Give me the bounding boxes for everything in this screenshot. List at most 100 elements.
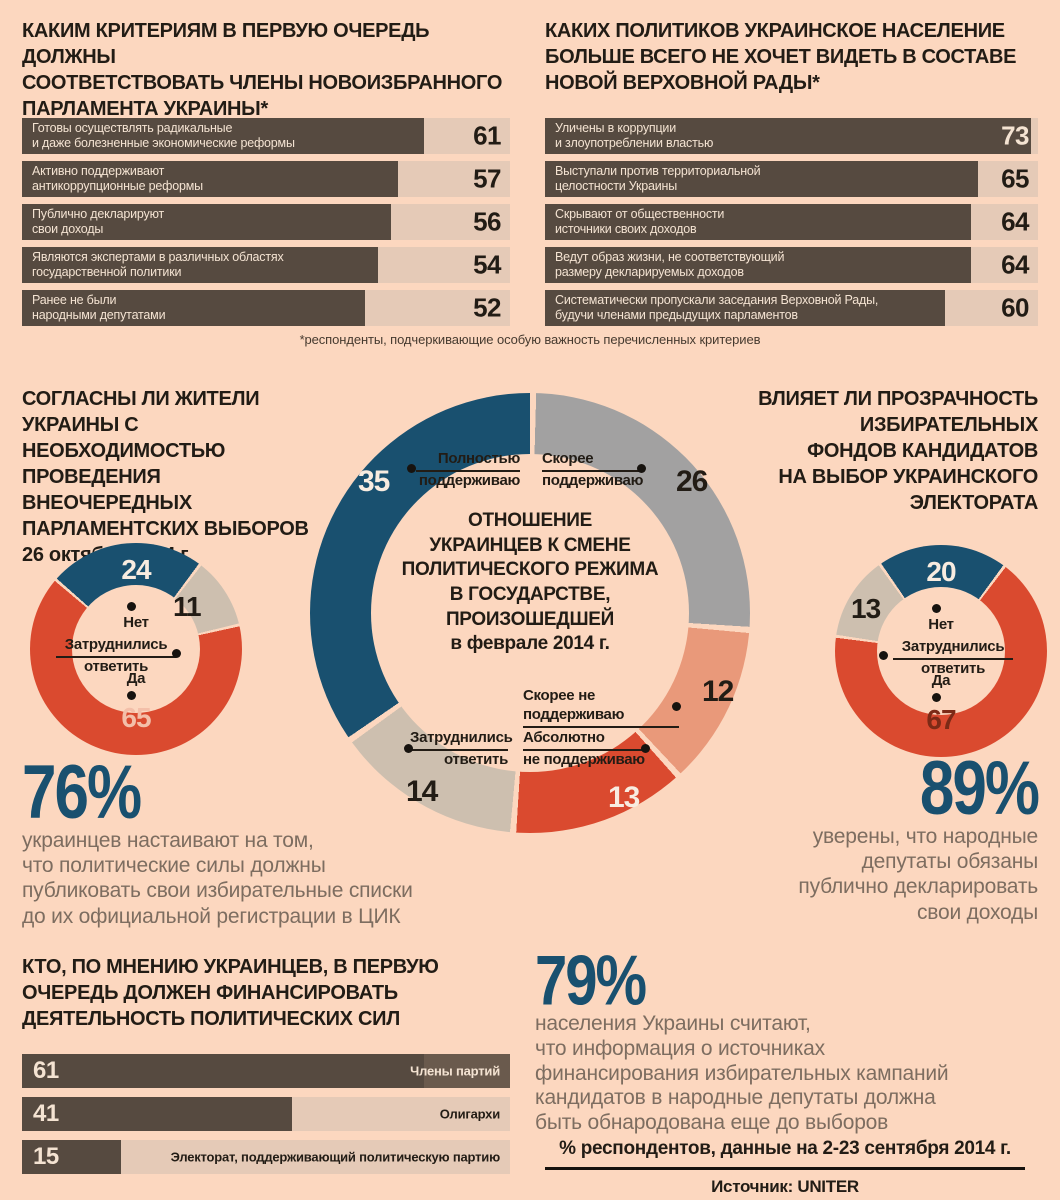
bar-fill: Скрывают от общественности источники свои… bbox=[545, 204, 972, 240]
bar-label: Олигархи bbox=[439, 1106, 500, 1122]
label-absolutely-not: Абсолютно не поддерживаю bbox=[523, 729, 649, 770]
bar-row: Активно поддерживают антикоррупционные ре… bbox=[22, 161, 510, 197]
segment-label-no: Нет bbox=[123, 614, 149, 631]
financing-chart-section: КТО, ПО МНЕНИЮ УКРАИНЦЕВ, В ПЕРВУЮ ОЧЕРЕД… bbox=[22, 954, 510, 1174]
undecided-line2: ответить bbox=[83, 657, 149, 675]
bar-fill: Ведут образ жизни, не соответствующий раз… bbox=[545, 247, 972, 283]
leader-dot bbox=[641, 744, 650, 753]
bar-row: 61 Члены партий bbox=[22, 1054, 510, 1088]
segment-label-no: Нет bbox=[928, 616, 954, 633]
bar-value: 65 bbox=[1001, 163, 1029, 194]
leader-dot bbox=[672, 702, 681, 711]
financing-bars: 61 Члены партий 41 Олигархи 15 Электорат, под… bbox=[22, 1054, 510, 1183]
leader-dot bbox=[932, 693, 941, 702]
early-elections-donut: 24 Нет 11 Затруднились ответить Да 65 bbox=[30, 543, 242, 755]
criteria-chart-title: КАКИМ КРИТЕРИЯМ В ПЕРВУЮ ОЧЕРЕДЬ ДОЛЖНЫ С… bbox=[22, 20, 503, 120]
segment-value-fully-support: 35 bbox=[358, 465, 390, 498]
bar-row: Являются экспертами в различных областях… bbox=[22, 247, 510, 283]
unwanted-politicians-bars: Уличены в коррупции и злоупотреблении вла… bbox=[545, 118, 1038, 333]
leader-dot bbox=[172, 649, 181, 658]
absolutely-not-line2: не поддерживаю bbox=[523, 750, 645, 768]
bar-label: Готовы осуществлять радикальные и даже бо… bbox=[32, 121, 295, 150]
bar-fill: Публично декларируют свои доходы bbox=[22, 204, 392, 240]
leader-dot bbox=[407, 464, 416, 473]
regime-change-title: ОТНОШЕНИЕ УКРАИНЦЕВ К СМЕНЕ ПОЛИТИЧЕСКОГО … bbox=[401, 510, 659, 655]
segment-label-undecided: Затруднились ответить bbox=[56, 636, 176, 677]
stat-79-text: населения Украины считают, что информация… bbox=[535, 1012, 949, 1135]
segment-value-undecided: 13 bbox=[851, 593, 881, 624]
fully-support-line2: поддерживаю bbox=[418, 471, 520, 489]
absolutely-not-line1: Абсолютно bbox=[523, 729, 649, 751]
donut-hole bbox=[371, 454, 689, 772]
segment-value-no: 20 bbox=[926, 556, 956, 587]
bar-label: Электорат, поддерживающий политическую п… bbox=[170, 1149, 501, 1165]
leader-dot bbox=[127, 691, 136, 700]
leader-dot bbox=[637, 464, 646, 473]
bar-row: Систематически пропускали заседания Верх… bbox=[545, 290, 1038, 326]
bar-row: Публично декларируют свои доходы 56 bbox=[22, 204, 510, 240]
stat-89-block: 89% уверены, что народные депутаты обязан… bbox=[718, 747, 1040, 925]
bar-label: Публично декларируют свои доходы bbox=[32, 207, 165, 236]
footer: % респондентов, данные на 2-23 сентября … bbox=[545, 1138, 1025, 1197]
bar-label: Выступали против территориальной целостно… bbox=[555, 164, 761, 193]
stat-76-text: украинцев настаивают на том, что политиче… bbox=[22, 829, 413, 928]
early-elections-title-text: СОГЛАСНЫ ЛИ ЖИТЕЛИ УКРАИНЫ С НЕОБХОДИМОСТ… bbox=[22, 388, 309, 540]
bar-label: Члены партий bbox=[410, 1063, 500, 1079]
bar-label: Систематически пропускали заседания Верх… bbox=[555, 293, 879, 322]
criteria-footnote: *респонденты, подчеркивающие особую важн… bbox=[299, 332, 761, 347]
bar-row: Скрывают от общественности источники свои… bbox=[545, 204, 1038, 240]
segment-value-undecided: 11 bbox=[173, 591, 202, 622]
segment-label-undecided: Затруднились ответить bbox=[893, 638, 1013, 679]
leader-dot bbox=[879, 651, 888, 660]
bar-value: 15 bbox=[33, 1143, 59, 1170]
label-fully-support: Полностью поддерживаю bbox=[416, 450, 520, 491]
bar-value: 41 bbox=[33, 1100, 59, 1127]
segment-label-yes: Да bbox=[126, 670, 146, 687]
segment-value-yes: 65 bbox=[121, 702, 151, 733]
bar-value: 60 bbox=[1001, 292, 1029, 323]
bar-value: 64 bbox=[1001, 206, 1029, 237]
bar-value: 64 bbox=[1001, 249, 1029, 280]
bar-fill: Систематически пропускали заседания Верх… bbox=[545, 290, 945, 326]
bar-label: Активно поддерживают антикоррупционные ре… bbox=[32, 164, 203, 193]
undecided-line2: ответить bbox=[920, 659, 986, 677]
bar-label: Являются экспертами в различных областях… bbox=[32, 250, 284, 279]
bar-label: Ведут образ жизни, не соответствующий раз… bbox=[555, 250, 785, 279]
footer-source: Источник: UNITER bbox=[711, 1177, 859, 1196]
rather-not-line1: Скорее не поддерживаю bbox=[523, 687, 679, 728]
bar-row: 15 Электорат, поддерживающий политическую… bbox=[22, 1140, 510, 1174]
footer-note: % респондентов, данные на 2-23 сентября … bbox=[545, 1138, 1025, 1170]
bar-row: 41 Олигархи bbox=[22, 1097, 510, 1131]
stat-79-value: 79% bbox=[535, 941, 647, 1021]
undecided-line1: Затруднились bbox=[893, 638, 1013, 660]
criteria-chart-section: КАКИМ КРИТЕРИЯМ В ПЕРВУЮ ОЧЕРЕДЬ ДОЛЖНЫ С… bbox=[22, 18, 510, 326]
label-undecided: Затруднились ответить bbox=[410, 729, 513, 770]
bar-fill: Являются экспертами в различных областях… bbox=[22, 247, 379, 283]
stat-89-text: уверены, что народные депутаты обязаны пуб… bbox=[798, 825, 1038, 924]
stat-89-value: 89% bbox=[919, 747, 1040, 832]
bar-fill: 15 bbox=[22, 1140, 121, 1174]
bar-fill: 61 bbox=[22, 1054, 425, 1088]
bar-label: Скрывают от общественности источники свои… bbox=[555, 207, 725, 236]
rather-support-line2: поддерживаю bbox=[542, 471, 644, 489]
segment-value-no: 24 bbox=[121, 554, 151, 585]
stat-76-block: 76% украинцев настаивают на том, что поли… bbox=[22, 751, 522, 929]
unwanted-politicians-title: КАКИХ ПОЛИТИКОВ УКРАИНСКОЕ НАСЕЛЕНИЕ БОЛЬ… bbox=[545, 20, 1017, 94]
donut-hole bbox=[877, 587, 1005, 715]
leader-dot bbox=[932, 604, 941, 613]
segment-label-yes: Да bbox=[931, 672, 951, 689]
segment-value-absolutely-not: 13 bbox=[608, 781, 640, 814]
bar-fill: Выступали против территориальной целостно… bbox=[545, 161, 979, 197]
bar-label: Уличены в коррупции и злоупотреблении вла… bbox=[555, 121, 714, 150]
bar-value: 61 bbox=[33, 1057, 59, 1084]
leader-dot bbox=[127, 602, 136, 611]
unwanted-politicians-chart-section: КАКИХ ПОЛИТИКОВ УКРАИНСКОЕ НАСЕЛЕНИЕ БОЛЬ… bbox=[545, 18, 1038, 326]
regime-change-donut: 35 26 12 13 14 Полностью поддерживаю Ско… bbox=[310, 393, 750, 833]
undecided-line1: Затруднились bbox=[410, 729, 513, 751]
financing-chart-title: КТО, ПО МНЕНИЮ УКРАИНЦЕВ, В ПЕРВУЮ ОЧЕРЕД… bbox=[22, 956, 439, 1030]
undecided-line1: Затруднились bbox=[56, 636, 176, 658]
leader-dot bbox=[404, 744, 413, 753]
criteria-bars: Готовы осуществлять радикальные и даже бо… bbox=[22, 118, 510, 333]
stat-76-value: 76% bbox=[22, 751, 142, 836]
